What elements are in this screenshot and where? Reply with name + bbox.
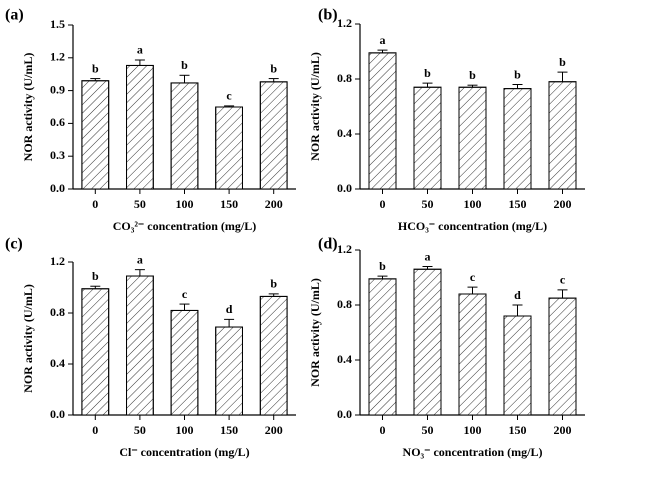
x-axis-label: NO₃⁻ concentration (mg/L) <box>403 445 543 459</box>
x-axis-label: HCO₃⁻ concentration (mg/L) <box>398 219 547 233</box>
x-tick-label: 0 <box>380 197 386 211</box>
bar-hatch <box>81 288 110 416</box>
significance-letter: a <box>425 249 431 263</box>
y-axis-label: NOR activity (U/mL) <box>21 53 35 162</box>
bar-hatch <box>503 88 532 190</box>
significance-letter: a <box>137 43 143 57</box>
bar-hatch <box>413 268 442 416</box>
y-tick-label: 1.5 <box>50 17 65 31</box>
x-tick-label: 50 <box>134 423 146 437</box>
y-tick-label: 0.8 <box>337 71 352 85</box>
bar-hatch <box>458 86 487 190</box>
y-tick-label: 0.8 <box>337 297 352 311</box>
x-axis-label: CO₃²⁻ concentration (mg/L) <box>113 219 257 233</box>
bar-hatch <box>259 295 288 416</box>
bar-hatch <box>413 86 442 190</box>
y-tick-label: 0.3 <box>50 148 65 162</box>
x-tick-label: 0 <box>92 197 98 211</box>
x-tick-label: 200 <box>554 423 572 437</box>
significance-letter: b <box>270 61 277 75</box>
y-tick-label: 1.2 <box>337 16 352 30</box>
x-tick-label: 0 <box>92 423 98 437</box>
significance-letter: b <box>92 269 99 283</box>
x-tick-label: 50 <box>422 423 434 437</box>
x-tick-label: 50 <box>422 197 434 211</box>
y-tick-label: 0.9 <box>50 82 65 96</box>
y-tick-label: 0.0 <box>50 181 65 195</box>
x-tick-label: 200 <box>554 197 572 211</box>
x-axis-label: Cl⁻ concentration (mg/L) <box>119 445 249 459</box>
significance-letter: b <box>559 55 566 69</box>
y-tick-label: 0.6 <box>50 115 65 129</box>
significance-letter: d <box>226 302 233 316</box>
y-axis-label: NOR activity (U/mL) <box>308 278 322 387</box>
bar-hatch <box>259 81 288 190</box>
significance-letter: b <box>181 58 188 72</box>
bar-hatch <box>503 315 532 416</box>
y-tick-label: 0.0 <box>337 407 352 421</box>
x-tick-label: 100 <box>176 197 194 211</box>
bar-hatch <box>215 106 243 190</box>
significance-letter: d <box>514 288 521 302</box>
panel-title: (b) <box>318 7 338 24</box>
x-tick-label: 50 <box>134 197 146 211</box>
bar-hatch <box>368 52 397 190</box>
bar-hatch <box>215 326 243 416</box>
x-tick-label: 200 <box>265 423 283 437</box>
y-tick-label: 0.0 <box>337 181 352 195</box>
panel-title: (a) <box>5 7 24 24</box>
y-tick-label: 1.2 <box>50 50 65 64</box>
y-tick-label: 0.4 <box>337 126 352 140</box>
y-tick-label: 0.0 <box>50 407 65 421</box>
bar-hatch <box>458 293 487 416</box>
significance-letter: b <box>514 67 521 81</box>
significance-letter: b <box>92 61 99 75</box>
significance-letter: c <box>560 273 566 287</box>
x-tick-label: 150 <box>509 197 527 211</box>
significance-letter: c <box>470 270 476 284</box>
y-tick-label: 1.2 <box>50 254 65 268</box>
bar-hatch <box>548 81 577 190</box>
y-tick-label: 1.2 <box>337 242 352 256</box>
x-tick-label: 0 <box>380 423 386 437</box>
bar-hatch <box>170 309 199 416</box>
bar-hatch <box>170 82 199 190</box>
bar-hatch <box>126 275 154 416</box>
x-tick-label: 200 <box>265 197 283 211</box>
significance-letter: a <box>380 33 386 47</box>
bar-hatch <box>126 64 154 190</box>
x-tick-label: 100 <box>464 197 482 211</box>
y-axis-label: NOR activity (U/mL) <box>308 52 322 161</box>
x-tick-label: 150 <box>220 423 238 437</box>
significance-letter: c <box>182 287 188 301</box>
significance-letter: a <box>137 252 143 266</box>
y-axis-label: NOR activity (U/mL) <box>21 284 35 393</box>
x-tick-label: 150 <box>509 423 527 437</box>
y-tick-label: 0.8 <box>50 305 65 319</box>
bar-hatch <box>81 80 110 190</box>
y-tick-label: 0.4 <box>337 352 352 366</box>
significance-letter: b <box>379 259 386 273</box>
x-tick-label: 100 <box>176 423 194 437</box>
panel-title: (c) <box>5 236 23 253</box>
x-tick-label: 150 <box>220 197 238 211</box>
significance-letter: c <box>226 89 232 103</box>
significance-letter: b <box>424 66 431 80</box>
panel-title: (d) <box>318 236 338 253</box>
x-tick-label: 100 <box>464 423 482 437</box>
y-tick-label: 0.4 <box>50 356 65 370</box>
bar-hatch <box>548 297 577 416</box>
significance-letter: b <box>469 68 476 82</box>
significance-letter: b <box>270 277 277 291</box>
bar-hatch <box>368 278 397 416</box>
